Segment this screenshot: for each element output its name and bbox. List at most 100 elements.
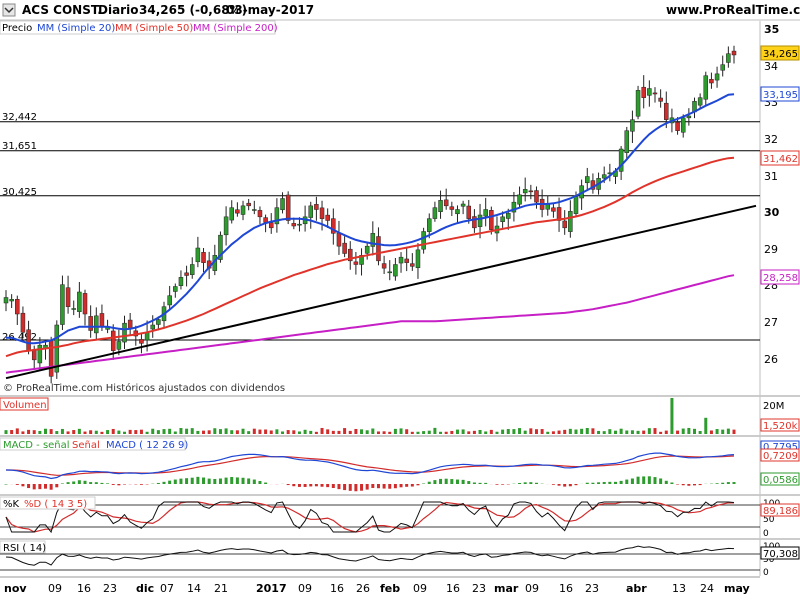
volume-bars (5, 398, 736, 434)
level-label: 30,425 (2, 187, 37, 198)
volume-bar (687, 428, 690, 434)
candle-body (83, 293, 87, 314)
macd-histogram-bar (349, 484, 352, 491)
volume-bar (552, 431, 555, 434)
volume-bar (304, 430, 307, 434)
volume-bar (258, 430, 261, 434)
macd-histogram-bar (591, 483, 594, 484)
legend-price: Precio (2, 23, 32, 34)
macd-histogram-bar (174, 480, 177, 484)
macd-histogram-bar (337, 484, 340, 489)
volume-bar (89, 430, 92, 434)
macd-label-macd: MACD ( 12 26 9) (106, 440, 188, 451)
volume-bar (597, 431, 600, 434)
macd-histogram-bar (524, 482, 527, 484)
volume-bar (541, 429, 544, 434)
macd-histogram-bar (298, 484, 301, 487)
volume-bar (174, 432, 177, 434)
macd-histogram-bar (586, 483, 589, 484)
volume-bar (445, 432, 448, 434)
candle-body (128, 320, 132, 329)
stoch-label-k: %K (3, 499, 20, 510)
stochastic-plot (6, 502, 734, 532)
volume-bar (33, 430, 36, 434)
macd-histogram-bar (411, 484, 414, 487)
candle-body (235, 210, 239, 213)
macd-histogram-bar (659, 478, 662, 484)
macd-histogram-bar (670, 482, 673, 484)
macd-histogram-bar (699, 484, 702, 485)
candle-body (60, 285, 64, 325)
header-period: Diario (98, 3, 138, 17)
volume-bar (225, 428, 228, 434)
volume-bar (501, 430, 504, 434)
candle-body (179, 277, 183, 285)
tag-mm50: 31,462 (763, 154, 798, 165)
macd-histogram-bar (343, 484, 346, 490)
volume-bar (422, 431, 425, 434)
macd-histogram-bar (106, 483, 109, 484)
macd-histogram-bar (394, 484, 397, 488)
candle-body (247, 203, 251, 206)
candle-body (376, 237, 380, 261)
volume-bar (332, 431, 335, 434)
candle-body (484, 210, 488, 217)
macd-histogram-bar (95, 482, 98, 484)
level-label: 32,442 (2, 112, 37, 123)
volume-bar (287, 430, 290, 434)
macd-line (6, 453, 734, 478)
candle-body (625, 131, 629, 153)
candle-body (4, 298, 8, 304)
volume-bar (411, 432, 414, 434)
macd-histogram-bar (648, 476, 651, 484)
macd-histogram-bar (366, 484, 369, 490)
volume-bar (44, 429, 47, 434)
price-panel: 32,442 31,651 30,425 26,492 Precio MM (S… (0, 21, 799, 395)
macd-histogram-bar (33, 484, 36, 489)
macd-value-signal: 0,7209 (763, 451, 798, 462)
stochastic-panel: %K %D ( 14 3 5) 100 50 0 89,186 (0, 495, 800, 539)
candle-body (704, 76, 708, 100)
x-axis-tick-label: feb (380, 582, 400, 595)
macd-histogram-bar (535, 483, 538, 484)
volume-bar (21, 431, 24, 434)
candle-body (309, 206, 313, 218)
macd-histogram-bar (117, 484, 120, 485)
menu-icon[interactable] (3, 4, 15, 16)
candle-body (568, 211, 572, 231)
header-site[interactable]: www.ProRealTime.com (666, 3, 800, 17)
candle-body (77, 292, 81, 312)
candle-body (551, 208, 555, 212)
x-axis-tick-label: 09 (298, 582, 312, 595)
volume-bar (637, 431, 640, 434)
macd-histogram-bar (5, 484, 8, 485)
candle-body (664, 103, 668, 119)
macd-histogram-bar (163, 482, 166, 484)
macd-histogram-bar (89, 482, 92, 484)
volume-bar (10, 430, 13, 434)
price-tick: 26 (764, 353, 778, 366)
volume-bar (653, 428, 656, 434)
price-legend: Precio MM (Simple 20) MM (Simple 50) MM … (0, 21, 278, 34)
volume-bar (281, 431, 284, 434)
volume-bar (456, 430, 459, 434)
candle-body (388, 272, 392, 273)
volume-bar (733, 430, 736, 434)
price-tick: 34 (764, 60, 778, 73)
macd-histogram-bar (687, 484, 690, 486)
macd-histogram-bar (450, 479, 453, 484)
candle-body (269, 223, 273, 228)
macd-histogram-bar (230, 477, 233, 484)
candle-body (156, 320, 160, 325)
candle-body (467, 206, 471, 219)
macd-histogram-bar (462, 480, 465, 484)
macd-histogram-bar (100, 483, 103, 484)
volume-bar (163, 429, 166, 434)
candle-body (252, 210, 256, 211)
volume-bar (275, 429, 278, 434)
x-axis-tick-label: 09 (413, 582, 427, 595)
volume-bar (625, 430, 628, 434)
macd-histogram-bar (495, 484, 498, 485)
